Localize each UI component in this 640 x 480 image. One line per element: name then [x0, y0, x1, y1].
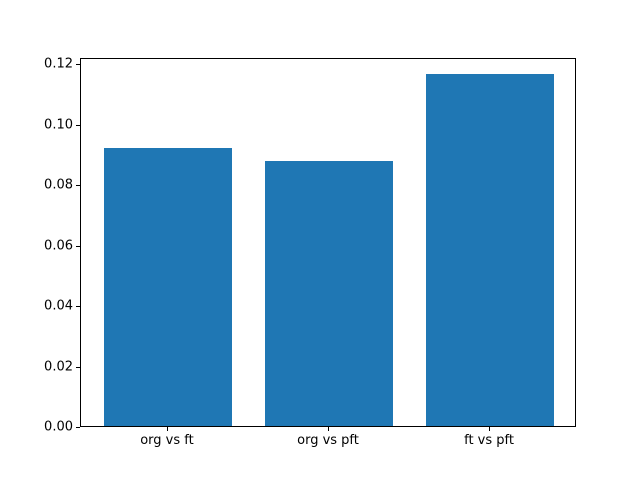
bar-org-vs-ft — [103, 148, 233, 426]
y-tick-label: 0.04 — [44, 298, 73, 314]
y-tick-mark — [76, 124, 80, 126]
plot-area — [80, 58, 576, 427]
y-tick-mark — [76, 306, 80, 308]
y-tick-label: 0.10 — [44, 117, 73, 133]
x-tick-mark — [328, 427, 329, 431]
x-tick-label: org vs ft — [140, 433, 194, 448]
y-tick-label: 0.06 — [44, 238, 73, 254]
y-tick-label: 0.08 — [44, 177, 73, 193]
y-tick-mark — [76, 64, 80, 66]
x-tick-label: org vs pft — [297, 433, 359, 448]
y-tick-mark — [76, 366, 80, 368]
y-tick-label: 0.12 — [44, 56, 73, 72]
y-tick-mark — [76, 245, 80, 247]
x-tick-mark — [166, 427, 168, 431]
x-tick-label: ft vs pft — [464, 433, 514, 448]
y-tick-mark — [76, 427, 80, 428]
bar-ft-vs-pft — [425, 73, 555, 426]
bar-org-vs-pft — [264, 160, 394, 426]
x-tick-mark — [489, 427, 491, 431]
y-tick-mark — [76, 185, 80, 187]
y-tick-label: 0.02 — [44, 359, 73, 374]
y-tick-label: 0.00 — [44, 419, 73, 435]
